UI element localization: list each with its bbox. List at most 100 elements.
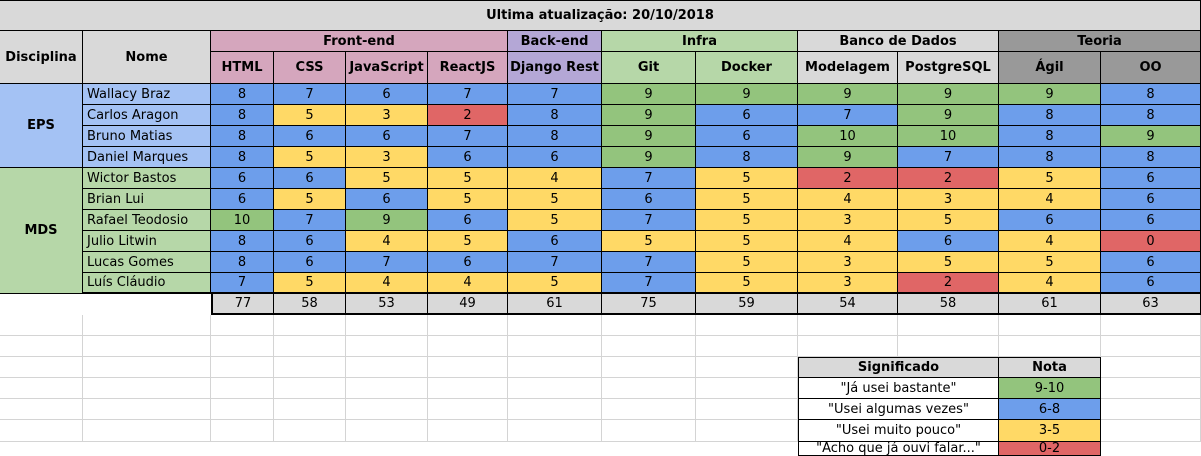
- score-cell[interactable]: 6: [274, 126, 346, 147]
- group-header[interactable]: Infra: [602, 31, 798, 52]
- score-cell[interactable]: 6: [346, 189, 428, 210]
- score-cell[interactable]: 5: [696, 210, 798, 231]
- score-cell[interactable]: 8: [211, 231, 274, 252]
- score-cell[interactable]: 7: [428, 84, 508, 105]
- score-cell[interactable]: 3: [898, 189, 999, 210]
- score-cell[interactable]: 5: [898, 252, 999, 273]
- column-header[interactable]: OO: [1101, 52, 1201, 84]
- total-cell[interactable]: 58: [274, 294, 346, 315]
- score-cell[interactable]: 6: [508, 147, 602, 168]
- empty-cell[interactable]: [83, 378, 211, 399]
- score-cell[interactable]: 5: [428, 168, 508, 189]
- score-cell[interactable]: 2: [428, 105, 508, 126]
- column-header[interactable]: HTML: [211, 52, 274, 84]
- discipline-cell[interactable]: EPS: [0, 84, 83, 168]
- score-cell[interactable]: 4: [346, 231, 428, 252]
- column-header[interactable]: JavaScript: [346, 52, 428, 84]
- score-cell[interactable]: 9: [602, 147, 696, 168]
- score-cell[interactable]: 10: [211, 210, 274, 231]
- score-cell[interactable]: 6: [428, 252, 508, 273]
- score-cell[interactable]: 4: [798, 189, 898, 210]
- empty-cell[interactable]: [696, 357, 798, 378]
- score-cell[interactable]: 10: [798, 126, 898, 147]
- empty-cell[interactable]: [274, 315, 346, 336]
- score-cell[interactable]: 8: [999, 147, 1101, 168]
- title-cell[interactable]: Ultima atualização: 20/10/2018: [0, 0, 1201, 31]
- score-cell[interactable]: 5: [999, 252, 1101, 273]
- empty-cell[interactable]: [1101, 420, 1201, 442]
- score-cell[interactable]: 8: [1101, 147, 1201, 168]
- score-cell[interactable]: 5: [602, 231, 696, 252]
- score-cell[interactable]: 5: [274, 189, 346, 210]
- score-cell[interactable]: 9: [798, 147, 898, 168]
- score-cell[interactable]: 6: [1101, 189, 1201, 210]
- empty-cell[interactable]: [346, 378, 428, 399]
- score-cell[interactable]: 5: [428, 189, 508, 210]
- score-cell[interactable]: 8: [508, 126, 602, 147]
- empty-cell[interactable]: [0, 420, 83, 442]
- column-header[interactable]: Git: [602, 52, 696, 84]
- empty-cell[interactable]: [798, 315, 898, 336]
- total-cell[interactable]: 58: [898, 294, 999, 315]
- score-cell[interactable]: 4: [798, 231, 898, 252]
- legend-range[interactable]: 0-2: [999, 442, 1101, 456]
- score-cell[interactable]: 7: [428, 126, 508, 147]
- score-cell[interactable]: 5: [696, 252, 798, 273]
- score-cell[interactable]: 6: [428, 210, 508, 231]
- score-cell[interactable]: 4: [999, 273, 1101, 294]
- empty-cell[interactable]: [211, 420, 274, 442]
- legend-meaning[interactable]: "Acho que já ouvi falar...": [798, 442, 999, 456]
- score-cell[interactable]: 5: [508, 210, 602, 231]
- score-cell[interactable]: 5: [274, 147, 346, 168]
- score-cell[interactable]: 8: [211, 84, 274, 105]
- score-cell[interactable]: 3: [346, 105, 428, 126]
- legend-range[interactable]: 9-10: [999, 378, 1101, 399]
- empty-cell[interactable]: [428, 420, 508, 442]
- empty-cell[interactable]: [508, 336, 602, 357]
- legend-meaning[interactable]: "Usei muito pouco": [798, 420, 999, 442]
- score-cell[interactable]: 5: [508, 189, 602, 210]
- empty-cell[interactable]: [602, 357, 696, 378]
- score-cell[interactable]: 8: [508, 105, 602, 126]
- score-cell[interactable]: 6: [274, 168, 346, 189]
- score-cell[interactable]: 7: [274, 84, 346, 105]
- score-cell[interactable]: 9: [798, 84, 898, 105]
- score-cell[interactable]: 7: [211, 273, 274, 294]
- score-cell[interactable]: 6: [346, 126, 428, 147]
- empty-cell[interactable]: [508, 357, 602, 378]
- column-header[interactable]: Docker: [696, 52, 798, 84]
- score-cell[interactable]: 8: [1101, 105, 1201, 126]
- score-cell[interactable]: 7: [508, 252, 602, 273]
- score-cell[interactable]: 7: [898, 147, 999, 168]
- score-cell[interactable]: 4: [428, 273, 508, 294]
- column-header[interactable]: Django Rest: [508, 52, 602, 84]
- score-cell[interactable]: 8: [1101, 84, 1201, 105]
- empty-cell[interactable]: [508, 420, 602, 442]
- score-cell[interactable]: 6: [211, 189, 274, 210]
- empty-cell[interactable]: [346, 420, 428, 442]
- empty-cell[interactable]: [274, 420, 346, 442]
- student-name[interactable]: Julio Litwin: [83, 231, 211, 252]
- empty-cell[interactable]: [83, 399, 211, 420]
- empty-cell[interactable]: [428, 315, 508, 336]
- empty-cell[interactable]: [0, 399, 83, 420]
- group-header[interactable]: Banco de Dados: [798, 31, 999, 52]
- total-cell[interactable]: 61: [999, 294, 1101, 315]
- student-name[interactable]: Lucas Gomes: [83, 252, 211, 273]
- score-cell[interactable]: 3: [798, 273, 898, 294]
- empty-cell[interactable]: [1101, 378, 1201, 399]
- score-cell[interactable]: 8: [211, 147, 274, 168]
- empty-cell[interactable]: [1101, 357, 1201, 378]
- score-cell[interactable]: 6: [428, 147, 508, 168]
- score-cell[interactable]: 7: [346, 252, 428, 273]
- score-cell[interactable]: 10: [898, 126, 999, 147]
- empty-cell[interactable]: [0, 357, 83, 378]
- score-cell[interactable]: 8: [696, 147, 798, 168]
- total-cell[interactable]: 61: [508, 294, 602, 315]
- empty-cell[interactable]: [83, 315, 211, 336]
- score-cell[interactable]: 9: [999, 84, 1101, 105]
- total-cell[interactable]: 59: [696, 294, 798, 315]
- score-cell[interactable]: 8: [211, 105, 274, 126]
- score-cell[interactable]: 9: [898, 105, 999, 126]
- score-cell[interactable]: 5: [898, 210, 999, 231]
